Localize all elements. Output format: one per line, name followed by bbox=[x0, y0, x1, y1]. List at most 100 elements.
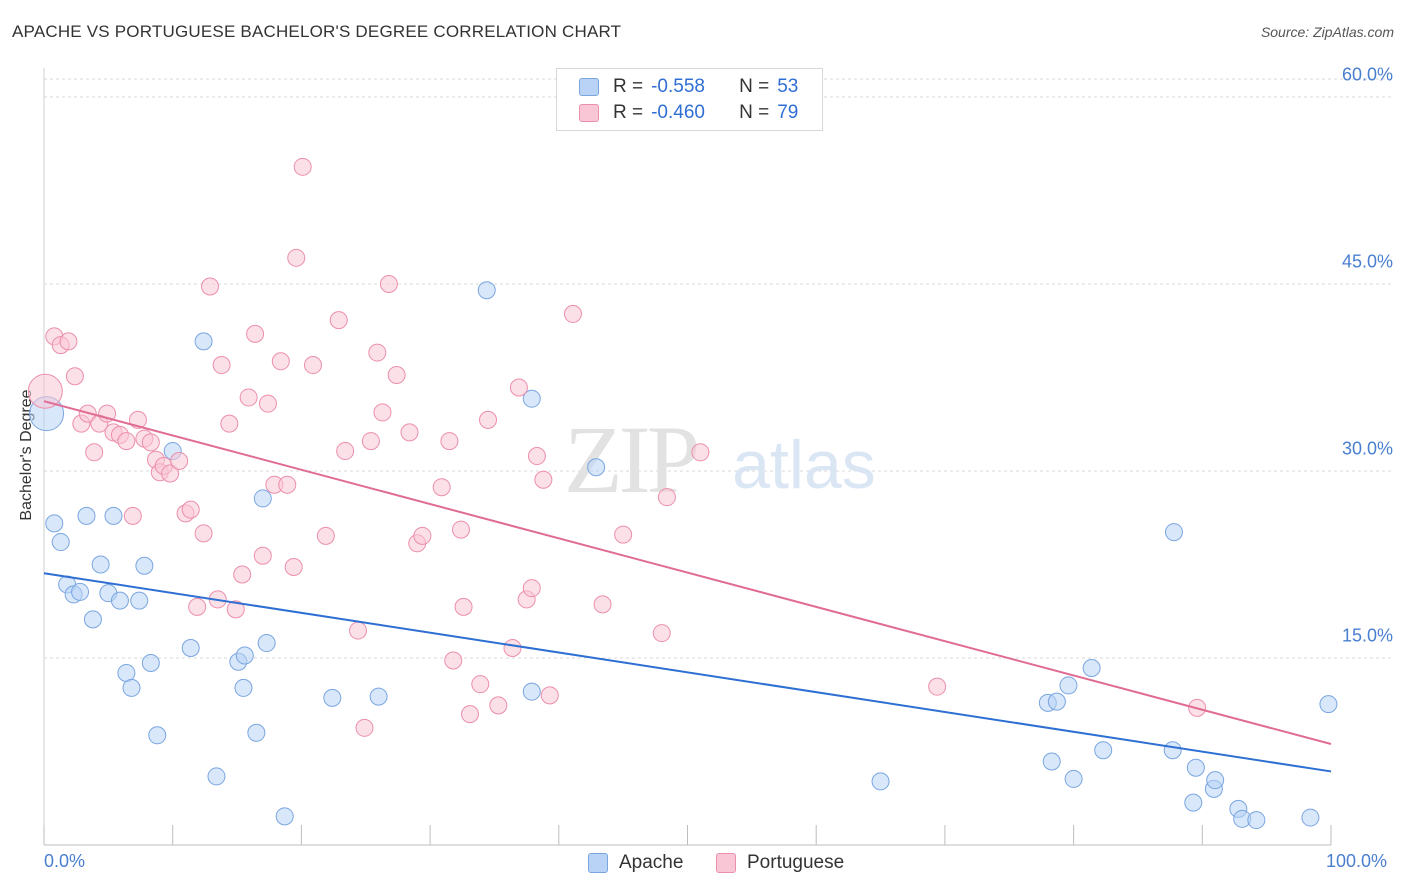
point-portuguese bbox=[368, 343, 387, 362]
point-portuguese bbox=[379, 275, 398, 293]
point-portuguese bbox=[284, 557, 303, 576]
point-apache bbox=[1319, 695, 1338, 714]
point-portuguese bbox=[479, 410, 498, 429]
point-apache bbox=[1164, 523, 1183, 542]
point-apache bbox=[181, 639, 200, 658]
point-apache bbox=[141, 653, 160, 672]
point-apache bbox=[91, 555, 110, 574]
point-portuguese bbox=[201, 277, 220, 296]
bottom-legend-portuguese: Portuguese bbox=[716, 852, 844, 874]
legend-row-portuguese: R = -0.460 N = 79 bbox=[579, 101, 798, 125]
point-portuguese bbox=[271, 352, 290, 371]
point-portuguese bbox=[444, 651, 463, 670]
watermark-atlas: atlas bbox=[732, 427, 876, 503]
point-portuguese bbox=[432, 478, 451, 497]
point-portuguese bbox=[387, 366, 406, 385]
point-apache bbox=[522, 389, 541, 408]
point-apache bbox=[130, 591, 149, 610]
point-portuguese bbox=[181, 500, 200, 519]
point-apache bbox=[51, 533, 70, 552]
point-apache bbox=[1094, 741, 1113, 760]
point-portuguese bbox=[440, 432, 459, 451]
watermark-zip: ZIP bbox=[564, 406, 697, 513]
point-portuguese bbox=[278, 475, 297, 494]
point-apache bbox=[323, 688, 342, 707]
legend-swatch-portuguese bbox=[579, 104, 599, 122]
point-apache bbox=[104, 506, 123, 525]
point-portuguese bbox=[373, 403, 392, 422]
legend-r-value: -0.460 bbox=[651, 102, 705, 123]
axes bbox=[43, 68, 1332, 846]
point-portuguese bbox=[527, 447, 546, 466]
point-apache bbox=[1042, 752, 1061, 771]
point-apache bbox=[135, 556, 154, 575]
bottom-legend-swatch-portuguese bbox=[716, 853, 736, 873]
legend-row-apache: R = -0.558 N = 53 bbox=[579, 75, 798, 99]
point-apache bbox=[194, 332, 213, 351]
point-portuguese bbox=[293, 157, 312, 176]
point-portuguese bbox=[233, 565, 252, 584]
point-apache bbox=[257, 634, 276, 653]
point-apache bbox=[247, 723, 266, 742]
y-tick-label-30: 30.0% bbox=[1341, 438, 1393, 459]
point-portuguese bbox=[226, 600, 245, 619]
point-portuguese bbox=[65, 367, 84, 386]
point-portuguese bbox=[614, 525, 633, 544]
point-portuguese bbox=[540, 686, 559, 705]
watermark: ZIP atlas bbox=[564, 406, 876, 513]
legend-r-label: R = bbox=[613, 102, 644, 123]
point-apache bbox=[71, 582, 90, 601]
legend-r-label: R = bbox=[613, 76, 644, 97]
point-apache bbox=[1163, 741, 1182, 760]
point-portuguese bbox=[123, 506, 142, 525]
chart-source: Source: ZipAtlas.com bbox=[1260, 24, 1394, 40]
point-apache bbox=[1186, 758, 1205, 777]
point-portuguese bbox=[454, 597, 473, 616]
point-portuguese bbox=[239, 388, 258, 407]
point-apache bbox=[1047, 692, 1066, 711]
stats-legend: R = -0.558 N = 53 R = -0.460 N = 79 bbox=[556, 68, 823, 131]
point-portuguese bbox=[188, 597, 207, 616]
y-tick-label-15: 15.0% bbox=[1341, 625, 1393, 646]
point-apache bbox=[1301, 808, 1320, 827]
point-apache bbox=[148, 726, 167, 745]
point-portuguese bbox=[85, 443, 104, 462]
point-portuguese bbox=[27, 373, 63, 409]
point-apache bbox=[1206, 771, 1225, 790]
point-apache bbox=[275, 807, 294, 826]
point-apache bbox=[522, 682, 541, 701]
point-apache bbox=[122, 678, 141, 697]
point-portuguese bbox=[361, 432, 380, 451]
point-portuguese bbox=[355, 718, 374, 737]
point-apache bbox=[1184, 793, 1203, 812]
trendline-portuguese bbox=[43, 400, 1332, 745]
point-apache bbox=[1082, 658, 1101, 677]
point-portuguese bbox=[329, 311, 348, 330]
point-portuguese bbox=[534, 470, 553, 489]
point-portuguese bbox=[117, 432, 136, 451]
legend-n-label: N = bbox=[739, 76, 770, 97]
y-tick-label-60: 60.0% bbox=[1341, 64, 1393, 85]
bottom-legend-swatch-apache bbox=[588, 853, 608, 873]
point-portuguese bbox=[503, 639, 522, 658]
point-apache bbox=[110, 591, 129, 610]
y-tick-label-45: 45.0% bbox=[1341, 251, 1393, 272]
point-portuguese bbox=[928, 677, 947, 696]
legend-swatch-apache bbox=[579, 78, 599, 96]
point-portuguese bbox=[400, 423, 419, 442]
point-portuguese bbox=[652, 624, 671, 643]
point-apache bbox=[77, 506, 96, 525]
legend-n-value: 53 bbox=[777, 76, 799, 97]
trendline-apache bbox=[43, 572, 1332, 773]
x-tick-label-0: 0.0% bbox=[44, 851, 86, 871]
point-apache bbox=[871, 772, 890, 791]
point-portuguese bbox=[489, 696, 508, 715]
point-apache bbox=[83, 610, 102, 629]
point-apache bbox=[45, 514, 64, 533]
point-apache bbox=[587, 458, 606, 477]
point-apache bbox=[117, 663, 136, 682]
point-portuguese bbox=[316, 526, 335, 545]
point-apache bbox=[1059, 676, 1078, 695]
point-portuguese bbox=[220, 414, 239, 433]
